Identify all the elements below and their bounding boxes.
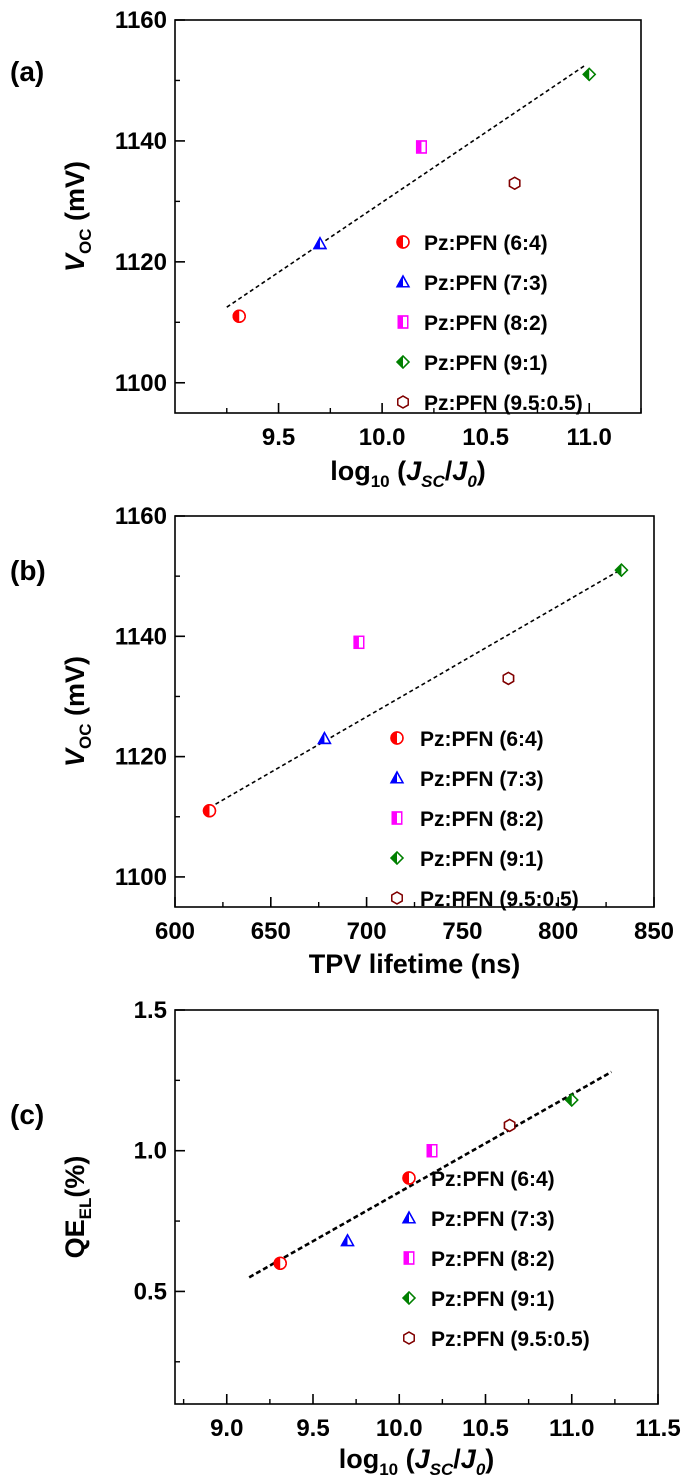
- x-tick-label: 11.5: [635, 1415, 680, 1442]
- legend-marker: [402, 1171, 416, 1185]
- chart-panel-3: 9.0 9.5 10.0 10.5 11.0 11.5 0.5 1.0 1.5 Pz:PFN (6…: [10, 997, 681, 1479]
- x-axis-label: TPV lifetime (ns): [309, 949, 521, 979]
- panel-label: (b): [10, 555, 46, 586]
- legend-label: Pz:PFN (8:2): [420, 808, 544, 831]
- fit-line: [248, 1070, 613, 1279]
- y-tick-label: 1120: [115, 249, 167, 276]
- legend: Pz:PFN (6:4) Pz:PFN (7:3) Pz:PFN (8:2) Pz:P…: [401, 1168, 590, 1351]
- data-point: [340, 1233, 355, 1247]
- legend: Pz:PFN (6:4) Pz:PFN (7:3) Pz:PFN (8:2) Pz:P…: [389, 728, 579, 911]
- y-tick-label: 1.0: [134, 1138, 167, 1165]
- legend-marker: [397, 395, 409, 409]
- legend-marker: [402, 1291, 416, 1305]
- x-axis-label: log10 (JSC/J0): [330, 456, 486, 491]
- legend-marker: [403, 1251, 415, 1265]
- x-tick-label: 750: [442, 918, 482, 945]
- legend-label: Pz:PFN (9:1): [424, 352, 548, 375]
- data-point: [202, 804, 217, 818]
- chart-panel-2: 600 650 700 750 800 850 1100 1120 1140 1160 Pz:PFN…: [10, 503, 674, 979]
- x-tick-label: 9.0: [210, 1415, 243, 1442]
- data-point: [614, 563, 629, 578]
- x-tick-label: 10.0: [359, 424, 406, 451]
- legend-label: Pz:PFN (9.5:0.5): [431, 1328, 590, 1351]
- legend-marker: [396, 235, 410, 249]
- legend-label: Pz:PFN (9.5:0.5): [424, 392, 583, 415]
- data-point: [312, 236, 328, 250]
- x-tick-label: 10.5: [462, 1415, 509, 1442]
- x-tick-label: 9.5: [296, 1415, 329, 1442]
- data-point: [415, 140, 427, 154]
- y-axis-label: QEEL(%): [60, 1156, 95, 1259]
- legend-marker: [389, 770, 405, 784]
- x-tick-label: 650: [251, 918, 291, 945]
- legend-marker: [390, 851, 404, 865]
- data-point: [273, 1256, 287, 1270]
- x-tick-label: 10.0: [376, 1415, 423, 1442]
- x-tick-label: 850: [634, 918, 674, 945]
- legend-marker: [401, 1210, 417, 1224]
- x-tick-label: 600: [155, 918, 195, 945]
- legend-label: Pz:PFN (9:1): [431, 1288, 555, 1311]
- legend-marker: [391, 811, 403, 825]
- legend-label: Pz:PFN (7:3): [420, 768, 544, 791]
- legend-label: Pz:PFN (8:2): [424, 312, 548, 335]
- data-point: [426, 1144, 438, 1158]
- data-point: [503, 1118, 516, 1133]
- legend-label: Pz:PFN (8:2): [431, 1248, 555, 1271]
- legend-marker: [395, 274, 411, 288]
- y-tick-label: 1160: [115, 503, 167, 530]
- y-tick-label: 1160: [115, 7, 167, 34]
- y-tick-label: 1.5: [134, 997, 167, 1024]
- plot-frame: [174, 1009, 659, 1405]
- x-tick-label: 11.0: [567, 424, 612, 451]
- chart-panel-1: 9.5 10.0 10.5 11.0 1100 1120 1140 1160 Pz:PFN (6…: [10, 7, 642, 491]
- legend-label: Pz:PFN (7:3): [431, 1208, 555, 1231]
- x-tick-label: 11.0: [549, 1415, 594, 1442]
- legend-marker: [390, 731, 404, 745]
- fit-line: [226, 64, 586, 308]
- legend-marker: [403, 1331, 415, 1345]
- plot-frame: [174, 19, 642, 414]
- data-point: [508, 176, 521, 191]
- legend-label: Pz:PFN (9:1): [420, 848, 544, 871]
- fit-line: [209, 566, 626, 809]
- data-point: [582, 67, 597, 82]
- legend-marker: [396, 355, 410, 369]
- data-point: [502, 671, 515, 686]
- y-tick-label: 1100: [115, 370, 167, 397]
- legend-marker: [391, 891, 403, 905]
- y-tick-label: 1120: [115, 744, 167, 771]
- x-tick-label: 9.5: [262, 424, 295, 451]
- x-tick-label: 700: [347, 918, 387, 945]
- panel-label: (a): [10, 56, 44, 87]
- y-tick-label: 0.5: [134, 1278, 167, 1305]
- y-axis-label: VOC (mV): [60, 161, 95, 272]
- y-tick-label: 1140: [115, 128, 167, 155]
- legend-label: Pz:PFN (7:3): [424, 272, 548, 295]
- legend: Pz:PFN (6:4) Pz:PFN (7:3) Pz:PFN (8:2) Pz:P…: [395, 232, 583, 415]
- y-tick-label: 1100: [115, 864, 167, 891]
- data-point: [317, 731, 332, 745]
- legend-label: Pz:PFN (6:4): [424, 232, 548, 255]
- x-axis-label: log10 (JSC/J0): [339, 1444, 495, 1479]
- legend-label: Pz:PFN (6:4): [420, 728, 544, 751]
- data-point: [232, 309, 246, 323]
- data-point: [564, 1093, 579, 1108]
- plot-frame: [174, 515, 655, 908]
- legend-label: Pz:PFN (9.5:0.5): [420, 888, 579, 911]
- y-axis-label: VOC (mV): [60, 656, 95, 767]
- panel-label: (c): [10, 1099, 44, 1130]
- y-tick-label: 1140: [115, 623, 167, 650]
- data-point: [353, 635, 365, 650]
- x-tick-label: 10.5: [462, 424, 509, 451]
- legend-marker: [397, 315, 409, 329]
- x-tick-label: 800: [538, 918, 578, 945]
- legend-label: Pz:PFN (6:4): [431, 1168, 555, 1191]
